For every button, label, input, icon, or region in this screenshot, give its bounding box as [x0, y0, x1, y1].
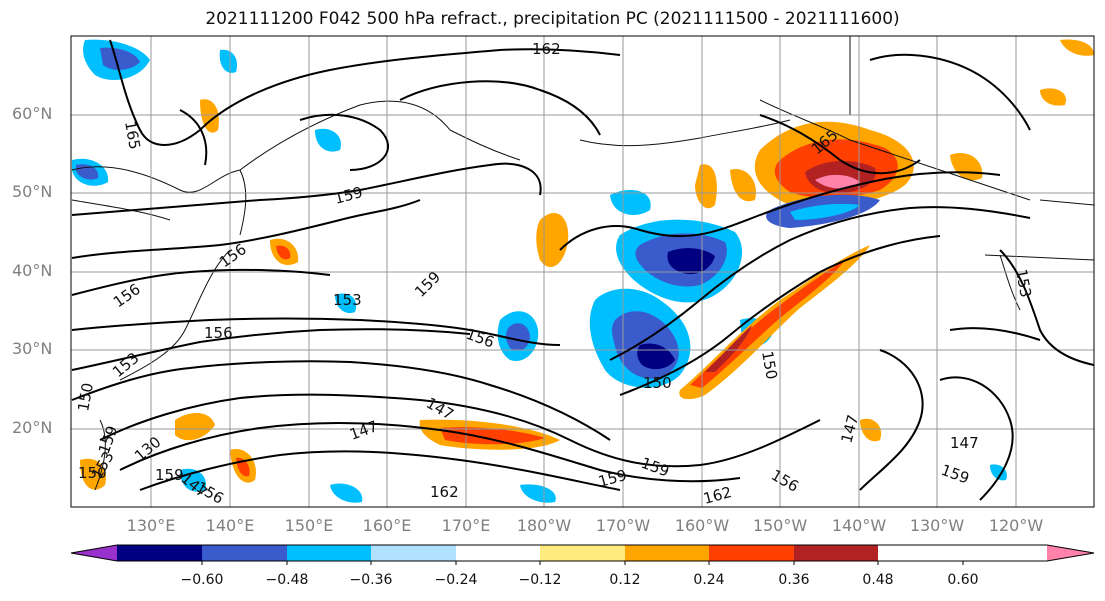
colorbar-cell [794, 545, 878, 561]
colorbar-tick-label: −0.60 [180, 572, 224, 588]
contour-label: 150 [78, 464, 107, 482]
contour-label: 165 [121, 120, 144, 151]
contour-label: 153 [1012, 268, 1035, 299]
colorbar-cell [456, 545, 540, 561]
contour-label: 162 [430, 483, 459, 501]
colorbar-tick-label: 0.60 [947, 572, 979, 588]
map-title: 2021111200 F042 500 hPa refract., precip… [205, 9, 900, 29]
lat-label: 40°N [12, 261, 53, 280]
contour-label: 150 [643, 374, 672, 392]
colorbar-tick-label: 0.48 [862, 572, 894, 588]
contour-label: 162 [701, 483, 733, 508]
lon-label: 160°E [362, 516, 412, 535]
refractivity-contours [71, 39, 1094, 501]
colorbar-tick-label: 0.12 [609, 572, 641, 588]
map-frame [70, 35, 1095, 508]
contour-label: 159 [155, 466, 184, 484]
contour-label: 162 [532, 40, 561, 58]
contour-label: 153 [333, 291, 362, 309]
colorbar-cell [625, 545, 709, 561]
colorbar-left-extend [71, 545, 117, 561]
lon-label: 170°E [441, 516, 491, 535]
lon-label: 160°W [674, 516, 730, 535]
lon-label: 140°E [205, 516, 255, 535]
lon-label: 180°W [516, 516, 572, 535]
lat-label: 30°N [12, 339, 53, 358]
lon-label: 130°E [126, 516, 176, 535]
colorbar-tick-label: −0.48 [265, 572, 309, 588]
colorbar-cell [287, 545, 371, 561]
lat-label: 60°N [12, 104, 53, 123]
lon-label: 130°W [909, 516, 965, 535]
contour-label: 156 [204, 324, 233, 342]
contour-label: 150 [758, 350, 781, 381]
lon-label: 150°W [752, 516, 808, 535]
lon-label: 120°W [988, 516, 1044, 535]
colorbar-tick-label: −0.36 [349, 572, 393, 588]
colorbar-outline [70, 544, 1095, 562]
lon-label: 140°W [831, 516, 887, 535]
contour-labels: 162 165 165 159 156 156 156 153 153 159 … [74, 40, 1035, 508]
colorbar-cell [540, 545, 625, 561]
colorbar-cell [709, 545, 794, 561]
colorbar-tick-label: −0.12 [518, 572, 562, 588]
contour-label: 147 [950, 434, 979, 452]
map-field: 162 165 165 159 156 156 156 153 153 159 … [71, 36, 1094, 508]
lat-label: 20°N [12, 418, 53, 437]
lon-label: 170°W [595, 516, 651, 535]
colorbar [70, 544, 1095, 565]
colorbar-tick-label: −0.24 [434, 572, 478, 588]
lat-label: 50°N [12, 182, 53, 201]
colorbar-tick-label: 0.36 [778, 572, 810, 588]
colorbar-cell [371, 545, 456, 561]
gridlines [71, 36, 1094, 507]
lon-label: 150°E [284, 516, 334, 535]
colorbar-cell [117, 545, 202, 561]
colorbar-cell [202, 545, 287, 561]
contour-label: 150 [74, 381, 97, 412]
colorbar-tick-label: 0.24 [693, 572, 725, 588]
colorbar-right-extend [1047, 545, 1094, 561]
